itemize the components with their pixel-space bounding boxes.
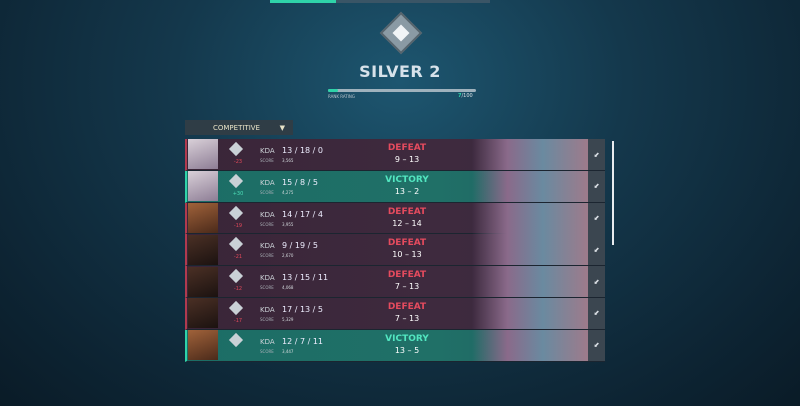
rank-title: SILVER 2 — [359, 62, 441, 81]
agent-avatar — [188, 298, 218, 329]
score-value: 3,447 — [282, 348, 294, 354]
top-nav-tabs[interactable] — [270, 0, 490, 3]
score-value: 5,329 — [282, 316, 294, 322]
agent-avatar — [188, 139, 218, 170]
rr-change: +30 — [232, 190, 244, 197]
rank-rating-value: 7/100 — [458, 93, 473, 99]
score-value: 3,955 — [282, 221, 294, 227]
mode-dropdown[interactable]: COMPETITIVE ▼ — [185, 120, 293, 135]
score-value: 2,670 — [282, 253, 294, 259]
kda-value: 17 / 13 / 5 — [282, 304, 324, 314]
kda-label: KDA — [260, 178, 275, 187]
expand-icon[interactable]: ⬋ — [588, 297, 605, 329]
map-thumbnail — [472, 170, 590, 202]
match-row[interactable]: +30 KDA 15 / 8 / 5 SCORE 4,275 VICTORY 1… — [185, 170, 605, 203]
score-label: SCORE — [260, 285, 274, 291]
score-label: SCORE — [260, 158, 274, 163]
agent-avatar — [188, 171, 218, 202]
expand-icon[interactable]: ⬋ — [588, 170, 605, 202]
map-thumbnail — [472, 329, 590, 361]
kda-label: KDA — [260, 210, 275, 219]
rank-icon — [228, 205, 244, 220]
score-label: SCORE — [260, 189, 274, 195]
match-result: DEFEAT — [387, 238, 427, 249]
chevron-down-icon: ▼ — [279, 123, 285, 132]
kda-value: 13 / 18 / 0 — [282, 146, 324, 155]
kda-label: KDA — [260, 337, 275, 346]
rr-change: -23 — [233, 159, 243, 165]
agent-avatar — [188, 202, 218, 233]
match-score: 13 – 2 — [394, 186, 420, 196]
rank-emblem-icon — [379, 11, 423, 55]
kda-label: KDA — [260, 242, 275, 251]
score-label: SCORE — [260, 348, 274, 354]
match-score: 7 – 13 — [394, 282, 420, 292]
rr-change: -17 — [233, 317, 243, 324]
kda-label: KDA — [260, 274, 275, 283]
expand-icon[interactable]: ⬋ — [588, 266, 605, 298]
kda-value: 12 / 7 / 11 — [282, 336, 324, 346]
match-history-list: -23 KDA 13 / 18 / 0 SCORE 3,565 DEFEAT 9… — [185, 139, 605, 362]
match-row[interactable]: -12 KDA 13 / 15 / 11 SCORE 4,068 DEFEAT … — [185, 266, 605, 298]
kda-label: KDA — [260, 147, 275, 155]
map-thumbnail — [472, 266, 590, 298]
match-result: DEFEAT — [387, 270, 427, 281]
match-score: 7 – 13 — [394, 313, 420, 323]
score-label: SCORE — [260, 316, 274, 322]
match-row[interactable]: KDA 12 / 7 / 11 SCORE 3,447 VICTORY 13 –… — [185, 329, 605, 362]
match-result: VICTORY — [385, 174, 429, 185]
match-row[interactable]: -23 KDA 13 / 18 / 0 SCORE 3,565 DEFEAT 9… — [185, 139, 605, 171]
match-result: DEFEAT — [387, 301, 427, 312]
rank-rating-max: /100 — [461, 93, 473, 99]
score-value: 4,068 — [282, 285, 294, 291]
rank-rating-current: 7 — [458, 93, 462, 99]
rank-icon — [228, 300, 244, 316]
kda-value: 13 / 15 / 11 — [282, 273, 329, 283]
score-value: 4,275 — [282, 189, 294, 195]
agent-avatar — [188, 266, 218, 297]
expand-icon[interactable]: ⬋ — [588, 139, 605, 170]
score-value: 3,565 — [282, 158, 294, 163]
kda-label: KDA — [260, 305, 275, 314]
mode-label: COMPETITIVE — [213, 123, 260, 132]
rank-rating-label: RANK RATING — [328, 94, 355, 99]
kda-value: 15 / 8 / 5 — [282, 177, 318, 187]
expand-icon[interactable]: ⬋ — [588, 202, 605, 234]
agent-avatar — [188, 234, 218, 265]
match-row[interactable]: -19 KDA 14 / 17 / 4 SCORE 3,955 DEFEAT 1… — [185, 202, 605, 235]
map-thumbnail — [472, 234, 590, 266]
match-result: VICTORY — [385, 333, 429, 344]
rr-change: -21 — [233, 254, 243, 261]
rank-icon — [228, 237, 244, 252]
agent-avatar — [188, 330, 218, 361]
kda-value: 14 / 17 / 4 — [282, 209, 324, 219]
map-thumbnail — [472, 202, 590, 234]
score-label: SCORE — [260, 253, 274, 259]
match-row[interactable]: -21 KDA 9 / 19 / 5 SCORE 2,670 DEFEAT 10… — [185, 234, 605, 267]
map-thumbnail — [472, 139, 590, 170]
match-score: 10 – 13 — [392, 250, 422, 260]
score-label: SCORE — [260, 221, 274, 227]
expand-icon[interactable]: ⬋ — [588, 329, 605, 361]
rr-change: -19 — [233, 222, 243, 229]
match-row[interactable]: -17 KDA 17 / 13 / 5 SCORE 5,329 DEFEAT 7… — [185, 297, 605, 330]
rank-rating-bar — [328, 89, 476, 92]
match-result: DEFEAT — [387, 143, 427, 153]
rank-icon — [228, 141, 244, 157]
rank-icon — [228, 332, 244, 347]
rank-icon — [228, 269, 244, 284]
rank-icon — [228, 173, 244, 188]
scrollbar[interactable] — [612, 141, 614, 245]
kda-value: 9 / 19 / 5 — [282, 241, 318, 251]
rank-rating-fill — [328, 89, 339, 92]
match-score: 13 – 5 — [394, 345, 420, 355]
expand-icon[interactable]: ⬋ — [588, 234, 605, 266]
match-score: 9 – 13 — [394, 155, 420, 164]
map-thumbnail — [472, 297, 590, 329]
match-result: DEFEAT — [387, 206, 427, 217]
active-tab-indicator — [270, 0, 336, 3]
rr-change: -12 — [233, 286, 243, 293]
match-score: 12 – 14 — [392, 218, 422, 228]
